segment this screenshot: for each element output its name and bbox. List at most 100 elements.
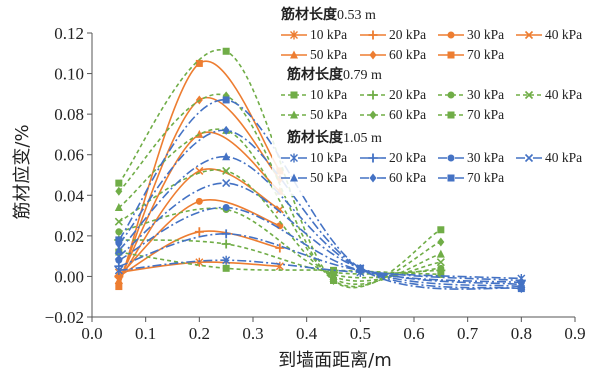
x-tick-label: 0.5 bbox=[350, 324, 371, 343]
legend-marker bbox=[290, 110, 298, 119]
legend-marker bbox=[369, 50, 377, 60]
legend-marker bbox=[290, 91, 298, 99]
legend-label: 20 kPa bbox=[389, 150, 426, 165]
series-line bbox=[118, 233, 522, 282]
data-point bbox=[115, 236, 123, 244]
legend-marker bbox=[290, 153, 298, 163]
legend-marker bbox=[447, 91, 455, 99]
legend-label: 70 kPa bbox=[467, 47, 504, 62]
data-point bbox=[115, 283, 123, 291]
series-line bbox=[118, 239, 441, 275]
legend-group-length: 0.53 m bbox=[337, 8, 376, 23]
legend-label: 60 kPa bbox=[389, 47, 426, 62]
legend-label: 10 kPa bbox=[310, 87, 347, 102]
plot-frame bbox=[91, 33, 575, 318]
legend-item: 40 kPa bbox=[516, 150, 582, 165]
y-tick-label: 0.12 bbox=[54, 24, 84, 43]
legend-label: 10 kPa bbox=[310, 150, 347, 165]
data-point bbox=[222, 96, 230, 104]
x-axis-title: 到墙面距离/m bbox=[278, 350, 392, 371]
legend-label: 30 kPa bbox=[467, 27, 504, 42]
tick-layer: 0.0 0.1 0.2 0.3 0.4 0.5 0.6 0.7 0.8 0.9 −0.02 0.00 0… bbox=[45, 24, 586, 343]
legend-item: 20 kPa bbox=[360, 87, 426, 102]
data-point bbox=[114, 202, 123, 211]
series-line bbox=[118, 96, 281, 283]
legend-item: 50 kPa bbox=[281, 170, 347, 185]
data-point bbox=[275, 205, 284, 214]
data-point bbox=[222, 203, 230, 211]
legend-marker bbox=[290, 50, 298, 59]
legend-marker bbox=[524, 90, 534, 100]
y-tick-label: −0.02 bbox=[45, 308, 84, 327]
data-point bbox=[115, 228, 123, 236]
x-tick-label: 0.1 bbox=[135, 324, 156, 343]
legend-label: 40 kPa bbox=[545, 87, 582, 102]
data-point bbox=[221, 239, 231, 249]
data-point bbox=[437, 237, 445, 247]
series-line bbox=[118, 182, 522, 286]
data-point bbox=[222, 47, 230, 55]
series-line bbox=[118, 155, 522, 288]
legend-item: 60 kPa bbox=[360, 107, 426, 122]
legend-item: 20 kPa bbox=[360, 150, 426, 165]
data-point bbox=[436, 258, 445, 267]
x-tick-label: 0.2 bbox=[189, 324, 210, 343]
legend-label: 30 kPa bbox=[467, 87, 504, 102]
legend-item: 10 kPa bbox=[281, 150, 347, 165]
legend-item: 70 kPa bbox=[438, 170, 504, 185]
legend-group-length: 0.79 m bbox=[343, 68, 382, 83]
legend-label: 60 kPa bbox=[389, 107, 426, 122]
legend-group-label: 筋材长度 bbox=[281, 6, 338, 23]
data-point bbox=[222, 179, 231, 188]
data-point bbox=[222, 125, 230, 135]
legend-marker bbox=[447, 174, 455, 182]
data-point bbox=[195, 197, 203, 205]
data-point bbox=[517, 285, 525, 293]
data-point bbox=[115, 186, 123, 196]
legend-label: 40 kPa bbox=[545, 27, 582, 42]
data-point bbox=[221, 229, 231, 239]
legend-group-label: 筋材长度 bbox=[287, 129, 344, 146]
legend-item: 10 kPa bbox=[281, 27, 347, 42]
legend-label: 70 kPa bbox=[467, 170, 504, 185]
legend-item: 30 kPa bbox=[438, 87, 504, 102]
legend-label: 40 kPa bbox=[545, 150, 582, 165]
legend-marker bbox=[369, 173, 377, 183]
data-point bbox=[222, 264, 230, 272]
y-tick-label: 0.10 bbox=[54, 65, 84, 84]
data-point bbox=[114, 217, 123, 226]
data-point bbox=[275, 243, 285, 253]
legend-label: 30 kPa bbox=[467, 150, 504, 165]
legend-label: 50 kPa bbox=[310, 47, 347, 62]
data-point bbox=[114, 252, 123, 261]
legend-group-label: 筋材长度 bbox=[287, 66, 344, 83]
data-point bbox=[194, 227, 204, 237]
legend-marker bbox=[368, 153, 378, 163]
y-tick-label: 0.08 bbox=[54, 105, 84, 124]
legend-marker bbox=[524, 153, 534, 163]
legend-label: 70 kPa bbox=[467, 107, 504, 122]
legend-item: 10 kPa bbox=[281, 87, 347, 102]
series-line bbox=[118, 206, 522, 284]
y-tick-label: 0.04 bbox=[54, 186, 84, 205]
data-point bbox=[222, 166, 231, 176]
legend-item: 40 kPa bbox=[516, 87, 582, 102]
x-tick-label: 0.7 bbox=[457, 324, 479, 343]
data-point bbox=[115, 179, 123, 187]
y-tick-label: 0.00 bbox=[54, 267, 84, 286]
legend-marker bbox=[368, 30, 378, 40]
y-axis-title: 筋材应变/% bbox=[12, 124, 33, 219]
legend-label: 20 kPa bbox=[389, 87, 426, 102]
series-line bbox=[118, 259, 522, 280]
legend-marker bbox=[369, 110, 377, 120]
legend-label: 60 kPa bbox=[389, 170, 426, 185]
legend-item: 70 kPa bbox=[438, 47, 504, 62]
data-point bbox=[437, 226, 445, 234]
data-point bbox=[437, 264, 445, 272]
legend-marker bbox=[447, 51, 455, 59]
legend-group-title: 筋材长度0.79 m bbox=[287, 66, 382, 83]
data-point bbox=[114, 245, 123, 254]
y-tick-label: 0.06 bbox=[54, 146, 84, 165]
x-tick-label: 0.9 bbox=[564, 324, 585, 343]
